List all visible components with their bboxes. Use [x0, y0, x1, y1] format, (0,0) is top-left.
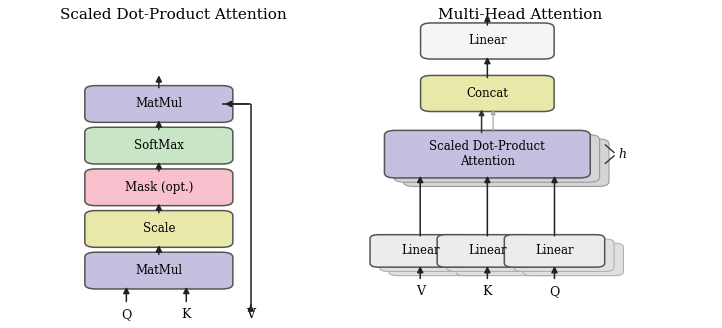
FancyBboxPatch shape [420, 23, 554, 59]
FancyBboxPatch shape [438, 235, 537, 267]
Text: Linear: Linear [401, 244, 440, 257]
Text: Mask (opt.): Mask (opt.) [125, 181, 193, 194]
FancyBboxPatch shape [514, 239, 614, 272]
FancyBboxPatch shape [370, 235, 471, 267]
FancyBboxPatch shape [420, 75, 554, 112]
Text: Q: Q [121, 308, 131, 321]
FancyBboxPatch shape [85, 252, 232, 289]
FancyBboxPatch shape [523, 243, 624, 276]
Text: Concat: Concat [466, 87, 508, 100]
FancyBboxPatch shape [446, 239, 547, 272]
Text: MatMul: MatMul [135, 264, 183, 277]
Text: V: V [416, 285, 425, 298]
Text: MatMul: MatMul [135, 97, 183, 111]
FancyBboxPatch shape [456, 243, 557, 276]
FancyBboxPatch shape [85, 127, 232, 164]
Text: Linear: Linear [535, 244, 574, 257]
FancyBboxPatch shape [85, 86, 232, 122]
FancyBboxPatch shape [380, 239, 480, 272]
Text: Linear: Linear [468, 244, 507, 257]
Text: V: V [246, 308, 256, 321]
FancyBboxPatch shape [404, 139, 609, 186]
FancyBboxPatch shape [85, 211, 232, 247]
Text: Q: Q [549, 285, 560, 298]
Text: Multi-Head Attention: Multi-Head Attention [438, 8, 602, 22]
FancyBboxPatch shape [504, 235, 605, 267]
Text: K: K [181, 308, 191, 321]
Text: h: h [618, 148, 627, 161]
Text: Scale: Scale [142, 222, 175, 236]
Text: Linear: Linear [468, 34, 507, 48]
Text: K: K [482, 285, 492, 298]
FancyBboxPatch shape [385, 130, 591, 178]
FancyBboxPatch shape [389, 243, 490, 276]
Text: Scaled Dot-Product
Attention: Scaled Dot-Product Attention [430, 140, 545, 168]
FancyBboxPatch shape [394, 134, 600, 182]
Text: SoftMax: SoftMax [134, 139, 184, 152]
FancyBboxPatch shape [85, 169, 232, 206]
Text: Scaled Dot-Product Attention: Scaled Dot-Product Attention [60, 8, 287, 22]
